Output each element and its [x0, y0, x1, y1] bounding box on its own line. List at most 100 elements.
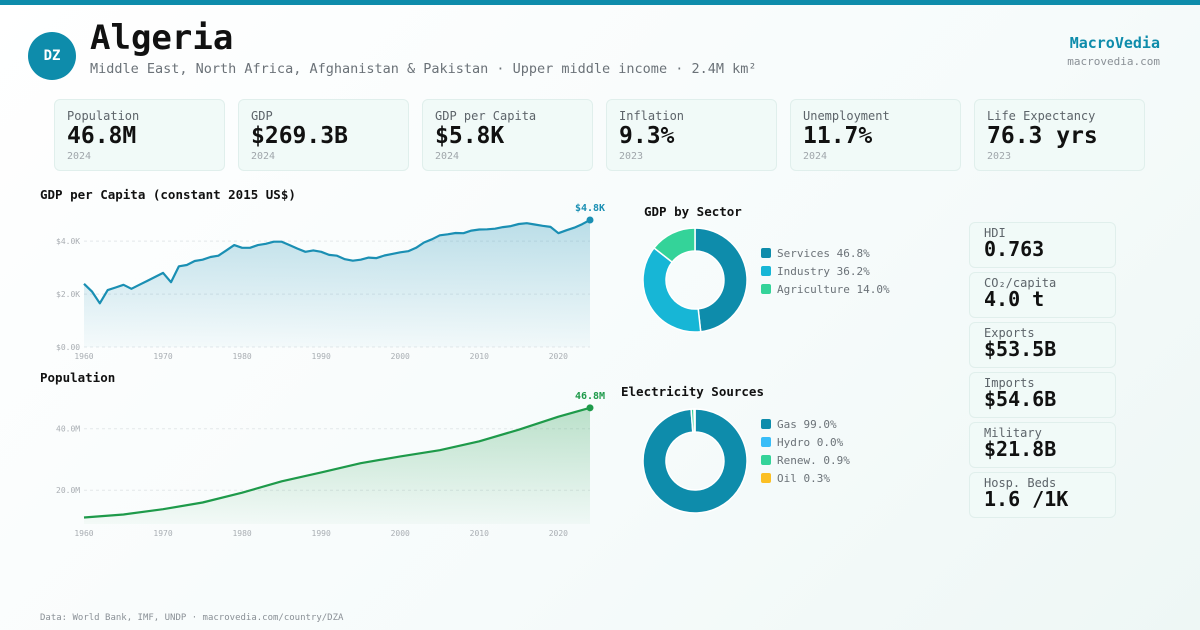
legend-label: Renew. 0.9% — [777, 453, 850, 467]
y-tick-label: $0.00 — [56, 343, 80, 352]
x-tick-label: 2020 — [549, 529, 568, 538]
kpi-value: $5.8K — [435, 123, 505, 149]
end-point-marker — [586, 216, 594, 224]
legend-swatch — [761, 284, 771, 294]
legend-item-services: Services 46.8% — [761, 244, 890, 262]
donut-slice-gas — [642, 408, 748, 514]
legend-item-agriculture: Agriculture 14.0% — [761, 280, 890, 298]
y-tick-label: 20.0M — [56, 486, 80, 495]
country-code-badge: DZ — [28, 32, 76, 80]
kpi-value: 76.3 yrs — [987, 123, 1098, 149]
legend-label: Gas 99.0% — [777, 417, 837, 431]
legend-swatch — [761, 455, 771, 465]
legend-item-renewables: Renew. 0.9% — [761, 451, 850, 469]
x-tick-label: 1960 — [74, 529, 93, 538]
legend-swatch — [761, 266, 771, 276]
legend-label: Hydro 0.0% — [777, 435, 844, 449]
kpi-year: 2024 — [435, 151, 460, 162]
electricity-chart-title: Electricity Sources — [621, 384, 764, 399]
kpi-card-population: Population 46.8M 2024 — [54, 99, 225, 171]
stat-card-co2: CO₂/capita 4.0 t — [969, 272, 1116, 318]
y-tick-label: $2.0K — [56, 290, 80, 299]
kpi-label: GDP — [251, 109, 273, 123]
legend-swatch — [761, 437, 771, 447]
series-area — [84, 220, 590, 347]
donut-slice-oil — [693, 408, 696, 433]
stat-card-exports: Exports $53.5B — [969, 322, 1116, 368]
stat-card-hospital-beds: Hosp. Beds 1.6 /1K — [969, 472, 1116, 518]
sector-chart-title: GDP by Sector — [644, 204, 742, 219]
series-line — [83, 406, 591, 519]
end-value-label: 46.8M — [575, 391, 605, 402]
legend-swatch — [761, 419, 771, 429]
legend-label: Services 46.8% — [777, 246, 870, 260]
stat-value: 0.763 — [984, 237, 1045, 261]
legend-item-industry: Industry 36.2% — [761, 262, 890, 280]
stat-value: 4.0 t — [984, 287, 1045, 311]
brand-logo[interactable]: MacroVedia — [1069, 34, 1160, 52]
population-chart: 20.0M 40.0M 1960 1970 1980 1990 2000 2010 2020 46… — [56, 391, 605, 538]
x-tick-label: 1960 — [74, 352, 93, 361]
gdp-chart-title: GDP per Capita (constant 2015 US$) — [40, 187, 296, 202]
x-tick-label: 2020 — [549, 352, 568, 361]
kpi-value: $269.3B — [251, 123, 348, 149]
kpi-card-gdp: GDP $269.3B 2024 — [238, 99, 409, 171]
x-tick-label: 1980 — [232, 529, 251, 538]
legend-swatch — [761, 473, 771, 483]
x-tick-label: 1990 — [312, 352, 331, 361]
x-tick-label: 2000 — [391, 352, 410, 361]
kpi-card-life-expectancy: Life Expectancy 76.3 yrs 2023 — [974, 99, 1145, 171]
sector-donut-chart — [642, 227, 748, 333]
x-tick-label: 1990 — [312, 529, 331, 538]
x-tick-label: 2010 — [470, 352, 489, 361]
stat-label: CO₂/capita — [984, 276, 1057, 290]
stat-value: $54.6B — [984, 387, 1057, 411]
kpi-value: 46.8M — [67, 123, 137, 149]
donut-slice-industry — [642, 246, 702, 333]
stat-label: Military — [984, 426, 1042, 440]
kpi-year: 2023 — [619, 151, 644, 162]
stat-value: $21.8B — [984, 437, 1057, 461]
gdp-per-capita-chart: $0.00 $2.0K $4.0K 1960 1970 1980 1990 2000 2010 2… — [56, 203, 605, 361]
stat-label: Imports — [984, 376, 1035, 390]
kpi-value: 9.3% — [619, 123, 675, 149]
kpi-year: 2024 — [251, 151, 276, 162]
legend-item-gas: Gas 99.0% — [761, 415, 850, 433]
kpi-label: Unemployment — [803, 109, 890, 123]
series-line — [83, 219, 591, 305]
x-tick-label: 1970 — [153, 529, 172, 538]
end-point-marker — [586, 404, 594, 412]
x-tick-label: 2000 — [391, 529, 410, 538]
brand-url[interactable]: macrovedia.com — [1067, 55, 1160, 68]
x-tick-label: 1970 — [153, 352, 172, 361]
page-subtitle: Middle East, North Africa, Afghanistan &… — [90, 61, 757, 77]
stat-card-hdi: HDI 0.763 — [969, 222, 1116, 268]
kpi-year: 2024 — [803, 151, 828, 162]
legend-swatch — [761, 248, 771, 258]
population-chart-title: Population — [40, 370, 116, 385]
stat-card-military: Military $21.8B — [969, 422, 1116, 468]
kpi-card-inflation: Inflation 9.3% 2023 — [606, 99, 777, 171]
kpi-year: 2023 — [987, 151, 1012, 162]
stat-value: $53.5B — [984, 337, 1057, 361]
x-tick-label: 1980 — [232, 352, 251, 361]
source-footer: Data: World Bank, IMF, UNDP · macrovedia… — [40, 613, 344, 623]
stat-label: HDI — [984, 226, 1006, 240]
top-accent-bar — [0, 0, 1200, 5]
stat-label: Exports — [984, 326, 1035, 340]
electricity-donut-chart — [642, 408, 748, 514]
y-tick-label: 40.0M — [56, 425, 80, 434]
electricity-legend: Gas 99.0% Hydro 0.0% Renew. 0.9% Oil 0.3… — [761, 415, 850, 487]
kpi-year: 2024 — [67, 151, 92, 162]
kpi-card-unemployment: Unemployment 11.7% 2024 — [790, 99, 961, 171]
donut-slice-agriculture — [652, 227, 696, 264]
sector-legend: Services 46.8% Industry 36.2% Agricultur… — [761, 244, 890, 298]
x-tick-label: 2010 — [470, 529, 489, 538]
kpi-card-gdp-per-capita: GDP per Capita $5.8K 2024 — [422, 99, 593, 171]
legend-label: Industry 36.2% — [777, 264, 870, 278]
y-tick-label: $4.0K — [56, 237, 80, 246]
kpi-label: Life Expectancy — [987, 109, 1096, 123]
kpi-label: Inflation — [619, 109, 685, 123]
series-area — [84, 407, 590, 524]
stat-value: 1.6 /1K — [984, 487, 1069, 511]
